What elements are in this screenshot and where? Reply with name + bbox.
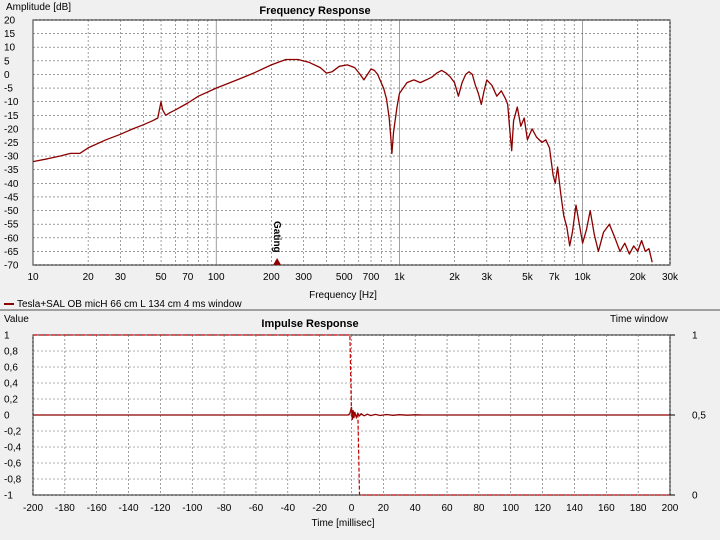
ir-x-tick-label: 180 [630,503,647,514]
ir-x-tick-label: -160 [87,503,107,514]
ir-y-tick-label: 1 [4,331,10,342]
ir-tick-labels: -200 -180 -160 -140 -120 -100 -80 -60 -40 -20 0 20 4… [4,331,706,515]
ir-x-tick-label: 140 [566,503,583,514]
fr-x-tick-label: 700 [363,272,380,283]
fr-series [32,58,653,263]
ir-y-tick-label: 0 [4,411,10,422]
frequency-response-chart[interactable]: 20151050-5-10-15-20-25-30-35-40-45-50-55… [0,0,720,310]
fr-y-tick-label: -25 [4,138,19,149]
ir-y-axis-label: Value [4,314,29,325]
fr-x-tick-label: 100 [208,272,225,283]
fr-y-tick-label: 0 [4,70,10,81]
ir-x-axis-label: Time [millisec] [312,518,375,529]
fr-y-tick-label: -35 [4,165,19,176]
ir-x-tick-label: -180 [55,503,75,514]
fr-y-tick-label: -55 [4,220,19,231]
fr-y-tick-label: -70 [4,261,19,272]
ir-x-tick-label: -80 [217,503,232,514]
ir-x-tick-label: 60 [441,503,453,514]
fr-x-tick-label: 30 [115,272,127,283]
ir-x-tick-label: 100 [502,503,519,514]
impulse-response-chart[interactable]: -200 -180 -160 -140 -120 -100 -80 -60 -40 -20 0 20 4… [4,314,706,529]
fr-x-tick-label: 20 [83,272,95,283]
ir-y-tick-label: -0,4 [4,443,22,454]
fr-x-tick-label: 10 [27,272,39,283]
fr-y-axis-label: Amplitude [dB] [6,2,71,13]
gating-marker [273,258,282,265]
fr-y-tick-label: -10 [4,97,19,108]
ir-x-tick-label: -120 [150,503,170,514]
ir-x-tick-label: 80 [473,503,485,514]
fr-x-tick-label: 200 [263,272,280,283]
ir-series [33,334,670,496]
fr-plot-area[interactable] [32,19,671,266]
ir-y-tick-label: -0,8 [4,475,22,486]
fr-y-tick-label: -20 [4,124,19,135]
fr-x-tick-label: 1k [394,272,406,283]
fr-x-tick-label: 2k [449,272,461,283]
fr-x-tick-label: 10k [575,272,592,283]
fr-y-tick-label: -5 [4,84,13,95]
ir-x-tick-label: 20 [378,503,390,514]
ir-x-tick-label: -200 [23,503,43,514]
fr-y-tick-label: 20 [4,16,16,27]
fr-x-tick-label: 70 [182,272,194,283]
fr-chart-title: Frequency Response [259,5,370,17]
ir-y-tick-label: 0,8 [4,347,18,358]
ir-y-tick-label: -0,2 [4,427,22,438]
ir-x-tick-label: -60 [249,503,264,514]
ir-y-tick-label: 0,2 [4,395,18,406]
fr-x-tick-label: 20k [630,272,647,283]
fr-y-tick-label: -45 [4,192,19,203]
ir-x-tick-label: 40 [410,503,422,514]
legend-entry[interactable]: Tesla+SAL OB micH 66 cm L 134 cm 4 ms wi… [17,299,242,310]
ir-chart-title: Impulse Response [261,318,358,330]
ir-x-tick-label: -140 [119,503,139,514]
ir-y-tick-label: 0,6 [4,363,18,374]
fr-x-tick-label: 7k [549,272,561,283]
ir-y-tick-label: -0,6 [4,459,22,470]
ir-y2-axis-label: Time window [610,314,669,325]
ir-impulse-line [33,406,670,420]
fr-y-tick-label: -50 [4,206,19,217]
fr-x-tick-label: 50 [155,272,167,283]
fr-x-tick-label: 500 [336,272,353,283]
ir-x-tick-label: 0 [349,503,355,514]
fr-x-tick-label: 3k [482,272,494,283]
ir-y2-tick-label: 1 [692,331,698,342]
fr-y-tick-label: -65 [4,247,19,258]
fr-y-tick-label: -60 [4,233,19,244]
ir-x-tick-label: 120 [534,503,551,514]
gating-annotation: Gating [271,221,282,253]
fr-x-tick-label: 30k [662,272,679,283]
fr-y-tick-label: -40 [4,179,19,190]
fr-series-line [32,58,653,263]
ir-x-tick-label: 200 [662,503,679,514]
ir-y2-tick-label: 0,5 [692,411,706,422]
fr-x-tick-label: 5k [522,272,534,283]
ir-y-tick-label: 0,4 [4,379,18,390]
ir-x-tick-label: 160 [598,503,615,514]
fr-x-tick-label: 300 [295,272,312,283]
ir-y-tick-label: -1 [4,491,13,502]
ir-x-tick-label: -20 [312,503,327,514]
ir-x-tick-label: -40 [281,503,296,514]
fr-y-tick-label: 10 [4,43,16,54]
ir-y2-tick-label: 0 [692,491,698,502]
ir-time-window-line [33,334,670,496]
ir-x-tick-label: -100 [182,503,202,514]
fr-y-tick-label: -15 [4,111,19,122]
fr-grid [32,19,671,266]
fr-y-tick-label: 5 [4,56,10,67]
fr-x-axis-label: Frequency [Hz] [309,290,377,301]
fr-tick-labels: 20151050-5-10-15-20-25-30-35-40-45-50-55… [4,16,679,284]
fr-y-tick-label: 15 [4,29,16,40]
fr-y-tick-label: -30 [4,152,19,163]
